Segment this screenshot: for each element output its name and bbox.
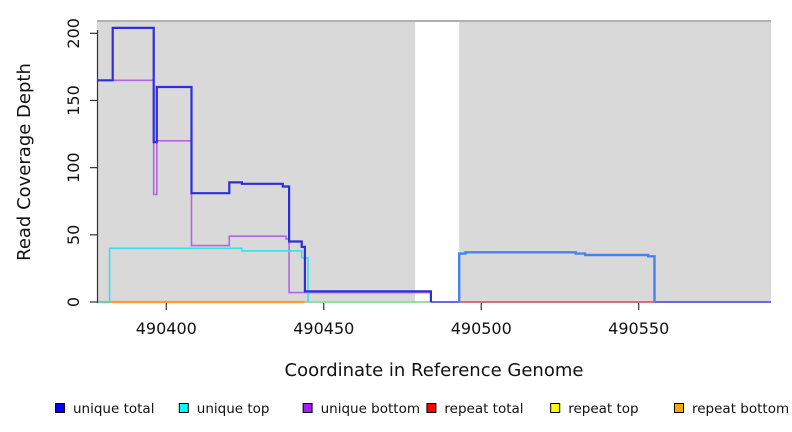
legend-item-label: repeat top bbox=[568, 401, 638, 417]
legend-swatch-repeat-total bbox=[426, 403, 437, 413]
plot-bg-region bbox=[459, 22, 771, 303]
axes-layer: 0 50 100 150 200 490400 490450 490500 490550 bbox=[64, 18, 669, 338]
unique-bottom-line bbox=[97, 79, 432, 302]
legend-item: repeat top bbox=[550, 401, 639, 417]
series-layer bbox=[97, 26, 771, 304]
legend-swatch-unique-top bbox=[178, 403, 189, 413]
legend-item-label: unique bottom bbox=[321, 401, 420, 417]
plot-background-layer bbox=[97, 20, 771, 303]
y-tick-label: 200 bbox=[64, 18, 83, 49]
y-tick-label: 150 bbox=[64, 85, 83, 116]
legend-item: repeat total bbox=[426, 401, 524, 417]
legend-item: unique bottom bbox=[302, 401, 420, 417]
y-axis-title: Read Coverage Depth bbox=[14, 63, 35, 261]
y-tick-label: 100 bbox=[64, 152, 83, 183]
x-axis-title: Coordinate in Reference Genome bbox=[285, 360, 584, 381]
unique-total-line-right bbox=[458, 251, 656, 302]
legend: unique total unique top unique bottom repea… bbox=[55, 401, 789, 417]
legend-item-label: repeat total bbox=[444, 401, 523, 417]
legend-item-label: unique total bbox=[73, 401, 154, 417]
legend-swatch-unique-total bbox=[55, 403, 65, 413]
x-tick-label: 490400 bbox=[136, 319, 197, 338]
x-tick-label: 490450 bbox=[293, 319, 354, 338]
legend-swatch-repeat-bottom bbox=[674, 403, 684, 413]
legend-item: repeat bottom bbox=[674, 401, 789, 417]
legend-swatch-unique-bottom bbox=[302, 403, 313, 413]
x-tick-label: 490500 bbox=[451, 319, 512, 338]
legend-item: unique total bbox=[55, 401, 154, 417]
plot-bg-region bbox=[97, 22, 416, 303]
x-tick-label: 490550 bbox=[608, 319, 669, 338]
legend-swatch-repeat-top bbox=[550, 403, 561, 413]
legend-item-label: unique top bbox=[197, 401, 270, 417]
y-tick-label: 0 bbox=[64, 297, 83, 307]
unique-total-line-left bbox=[97, 26, 432, 302]
legend-item: unique top bbox=[178, 401, 270, 417]
legend-item-label: repeat bottom bbox=[692, 401, 789, 417]
y-tick-label: 50 bbox=[64, 225, 83, 245]
